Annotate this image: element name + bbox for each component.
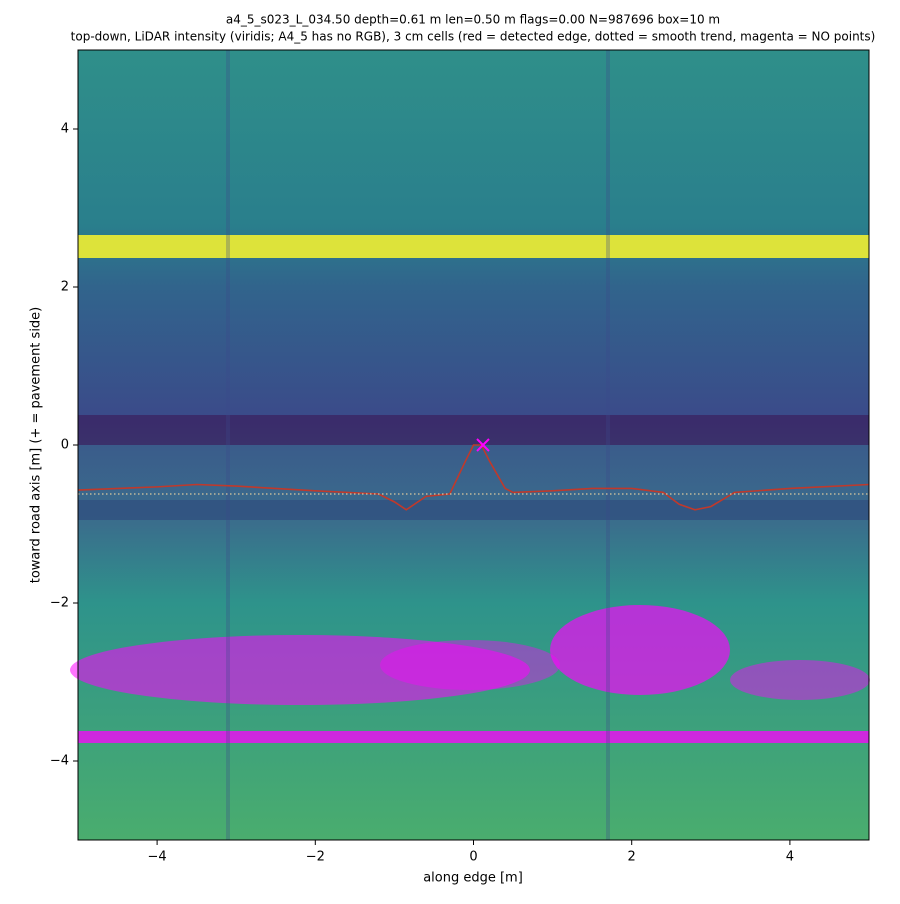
series-line (77, 444, 870, 511)
y-tick-label: −2 (50, 596, 69, 611)
chart-title: a4_5_s023_L_034.50 depth=0.61 m len=0.50… (226, 13, 720, 27)
x-tick-label: −2 (306, 850, 325, 865)
y-tick-label: 0 (61, 438, 69, 453)
intensity-band (78, 415, 869, 445)
no-points-region (70, 635, 530, 705)
no-points-region (730, 660, 870, 700)
no-points-region (550, 605, 730, 695)
no-points-region (78, 731, 869, 743)
intensity-image (70, 50, 870, 840)
y-axis-label: toward road axis [m] (+ = pavement side) (29, 307, 44, 584)
no-points-region (380, 640, 560, 690)
chart-subtitle: top-down, LiDAR intensity (viridis; A4_5… (71, 30, 876, 44)
x-tick-label: 0 (469, 850, 477, 865)
x-tick-label: 4 (786, 850, 794, 865)
intensity-band (78, 500, 869, 520)
y-tick-label: 2 (61, 280, 69, 295)
y-tick-label: 4 (61, 122, 69, 137)
intensity-band (226, 50, 230, 840)
edge-marker (476, 438, 490, 452)
x-axis-label: along edge [m] (423, 871, 523, 886)
x-tick-label: 2 (628, 850, 636, 865)
intensity-band (78, 235, 869, 258)
y-tick-label: −4 (50, 754, 69, 769)
intensity-band (606, 50, 610, 840)
x-tick-label: −4 (148, 850, 167, 865)
